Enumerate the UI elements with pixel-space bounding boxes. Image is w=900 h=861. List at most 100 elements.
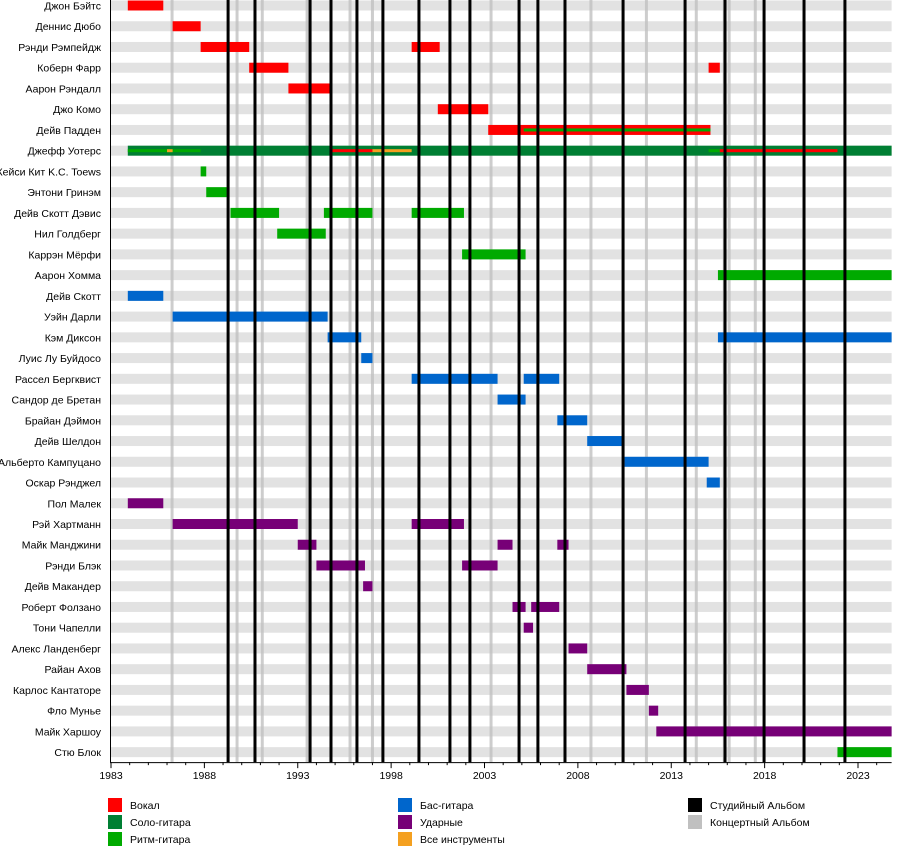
studio-album-line <box>762 0 766 763</box>
bar-bass <box>706 477 720 488</box>
bar-bass <box>172 311 328 322</box>
studio-album-line <box>308 0 312 763</box>
member-label: Райан Ахов <box>45 664 102 676</box>
legend-label: Вокал <box>130 800 160 812</box>
member-label: Каррэн Мёрфи <box>28 249 101 261</box>
row-stripe <box>111 62 892 73</box>
bar-drums <box>523 622 534 633</box>
bar-bass <box>361 353 373 364</box>
member-label: Джефф Уотерс <box>28 146 101 158</box>
legend-swatch-lead <box>108 815 122 829</box>
member-label: Энтони Гринэм <box>27 187 101 199</box>
studio-album-line <box>563 0 567 763</box>
legend-label: Концертный Альбом <box>710 817 810 829</box>
bar-bass <box>127 290 164 301</box>
member-label: Майк Манджини <box>22 540 101 552</box>
live-album-line <box>260 0 264 763</box>
legend-label: Ритм-гитара <box>130 834 190 846</box>
bar-rhythm <box>277 228 326 239</box>
member-label: Дейв Скотт <box>46 291 101 303</box>
bar-vocals <box>331 149 373 153</box>
studio-album-lines <box>226 0 847 763</box>
bar-drums <box>363 581 373 592</box>
bar-rhythm <box>523 128 711 132</box>
bar-vocals <box>719 149 838 153</box>
bar-drums <box>648 705 659 716</box>
bar-drums <box>316 560 365 571</box>
bar-vocals <box>437 104 489 115</box>
live-album-line <box>694 0 698 763</box>
bar-drums <box>531 601 560 612</box>
legend: Вокал Соло-гитара Ритм-гитара Бас-гитара Уда… <box>108 798 810 846</box>
bar-vocals <box>127 0 164 11</box>
live-album-line <box>370 0 374 763</box>
bar-drums <box>656 726 892 737</box>
studio-album-line <box>536 0 540 763</box>
row-stripe <box>111 726 892 737</box>
row-stripe <box>111 166 892 177</box>
live-album-line <box>753 0 757 763</box>
tick-label: 2013 <box>660 770 684 782</box>
legend-swatch-vocals <box>108 798 122 812</box>
row-stripe <box>111 311 892 322</box>
studio-album-line <box>517 0 521 763</box>
member-label: Сандор де Бретан <box>12 395 102 407</box>
bar-rhythm <box>127 149 201 153</box>
live-album-lines <box>170 0 757 763</box>
member-label: Рассел Бергквист <box>15 374 101 386</box>
member-label: Джо Комо <box>53 104 101 116</box>
live-album-line <box>727 0 731 763</box>
bar-rhythm <box>411 207 464 218</box>
bar-rhythm <box>200 166 207 177</box>
member-label: Дейв Макандер <box>25 581 101 593</box>
row-stripe <box>111 519 892 529</box>
bar-vocals <box>708 62 720 73</box>
legend-label: Соло-гитара <box>130 817 191 829</box>
member-label: Пол Малек <box>48 498 102 510</box>
bar-drums <box>127 498 164 509</box>
legend-label: Ударные <box>420 817 463 829</box>
member-labels: Джон Бэйтс Деннис Дюбо Рэнди Рэмпейдж Кобер… <box>0 1 102 760</box>
studio-album-line <box>683 0 687 763</box>
studio-album-line <box>226 0 230 763</box>
row-stripe <box>111 643 892 654</box>
member-label: Деннис Дюбо <box>36 21 102 33</box>
member-label: Рэнди Блэк <box>45 560 101 572</box>
studio-album-line <box>621 0 625 763</box>
member-label: Уэйн Дарли <box>44 312 101 324</box>
bar-drums <box>172 519 298 529</box>
member-label: Майк Харшоу <box>35 726 102 738</box>
bar-rhythm <box>708 149 720 153</box>
studio-album-line <box>723 0 727 763</box>
member-label: Дейв Скотт Дэвис <box>14 208 101 220</box>
member-label: Аарон Хомма <box>35 270 102 282</box>
live-album-line <box>235 0 239 763</box>
member-label: Оскар Рэнджел <box>25 478 101 490</box>
bar-rhythm <box>462 249 526 260</box>
live-album-line <box>170 0 174 763</box>
row-stripe <box>111 104 892 115</box>
member-label: Кэм Диксон <box>45 332 102 344</box>
legend-swatch-all <box>398 832 412 846</box>
member-label: Рэй Хартманн <box>32 519 101 531</box>
member-label: Коберн Фарр <box>37 63 101 75</box>
studio-album-line <box>417 0 421 763</box>
studio-album-line <box>329 0 333 763</box>
bar-vocals <box>172 21 201 32</box>
row-stripe <box>111 207 892 218</box>
bar-bass <box>523 373 560 384</box>
row-stripe <box>111 290 892 301</box>
member-label: Роберт Фолзано <box>22 602 102 614</box>
live-album-line <box>589 0 593 763</box>
bar-bass <box>327 332 362 343</box>
row-stripe <box>111 684 892 695</box>
tick-label: 1998 <box>379 770 403 782</box>
row-stripe <box>111 21 892 32</box>
bar-drums <box>462 560 498 571</box>
member-label: Джон Бэйтс <box>44 1 101 13</box>
bar-rhythm <box>206 187 227 198</box>
legend-swatch-studio <box>688 798 702 812</box>
row-stripe <box>111 581 892 592</box>
studio-album-line <box>843 0 847 763</box>
tick-label: 1993 <box>286 770 310 782</box>
